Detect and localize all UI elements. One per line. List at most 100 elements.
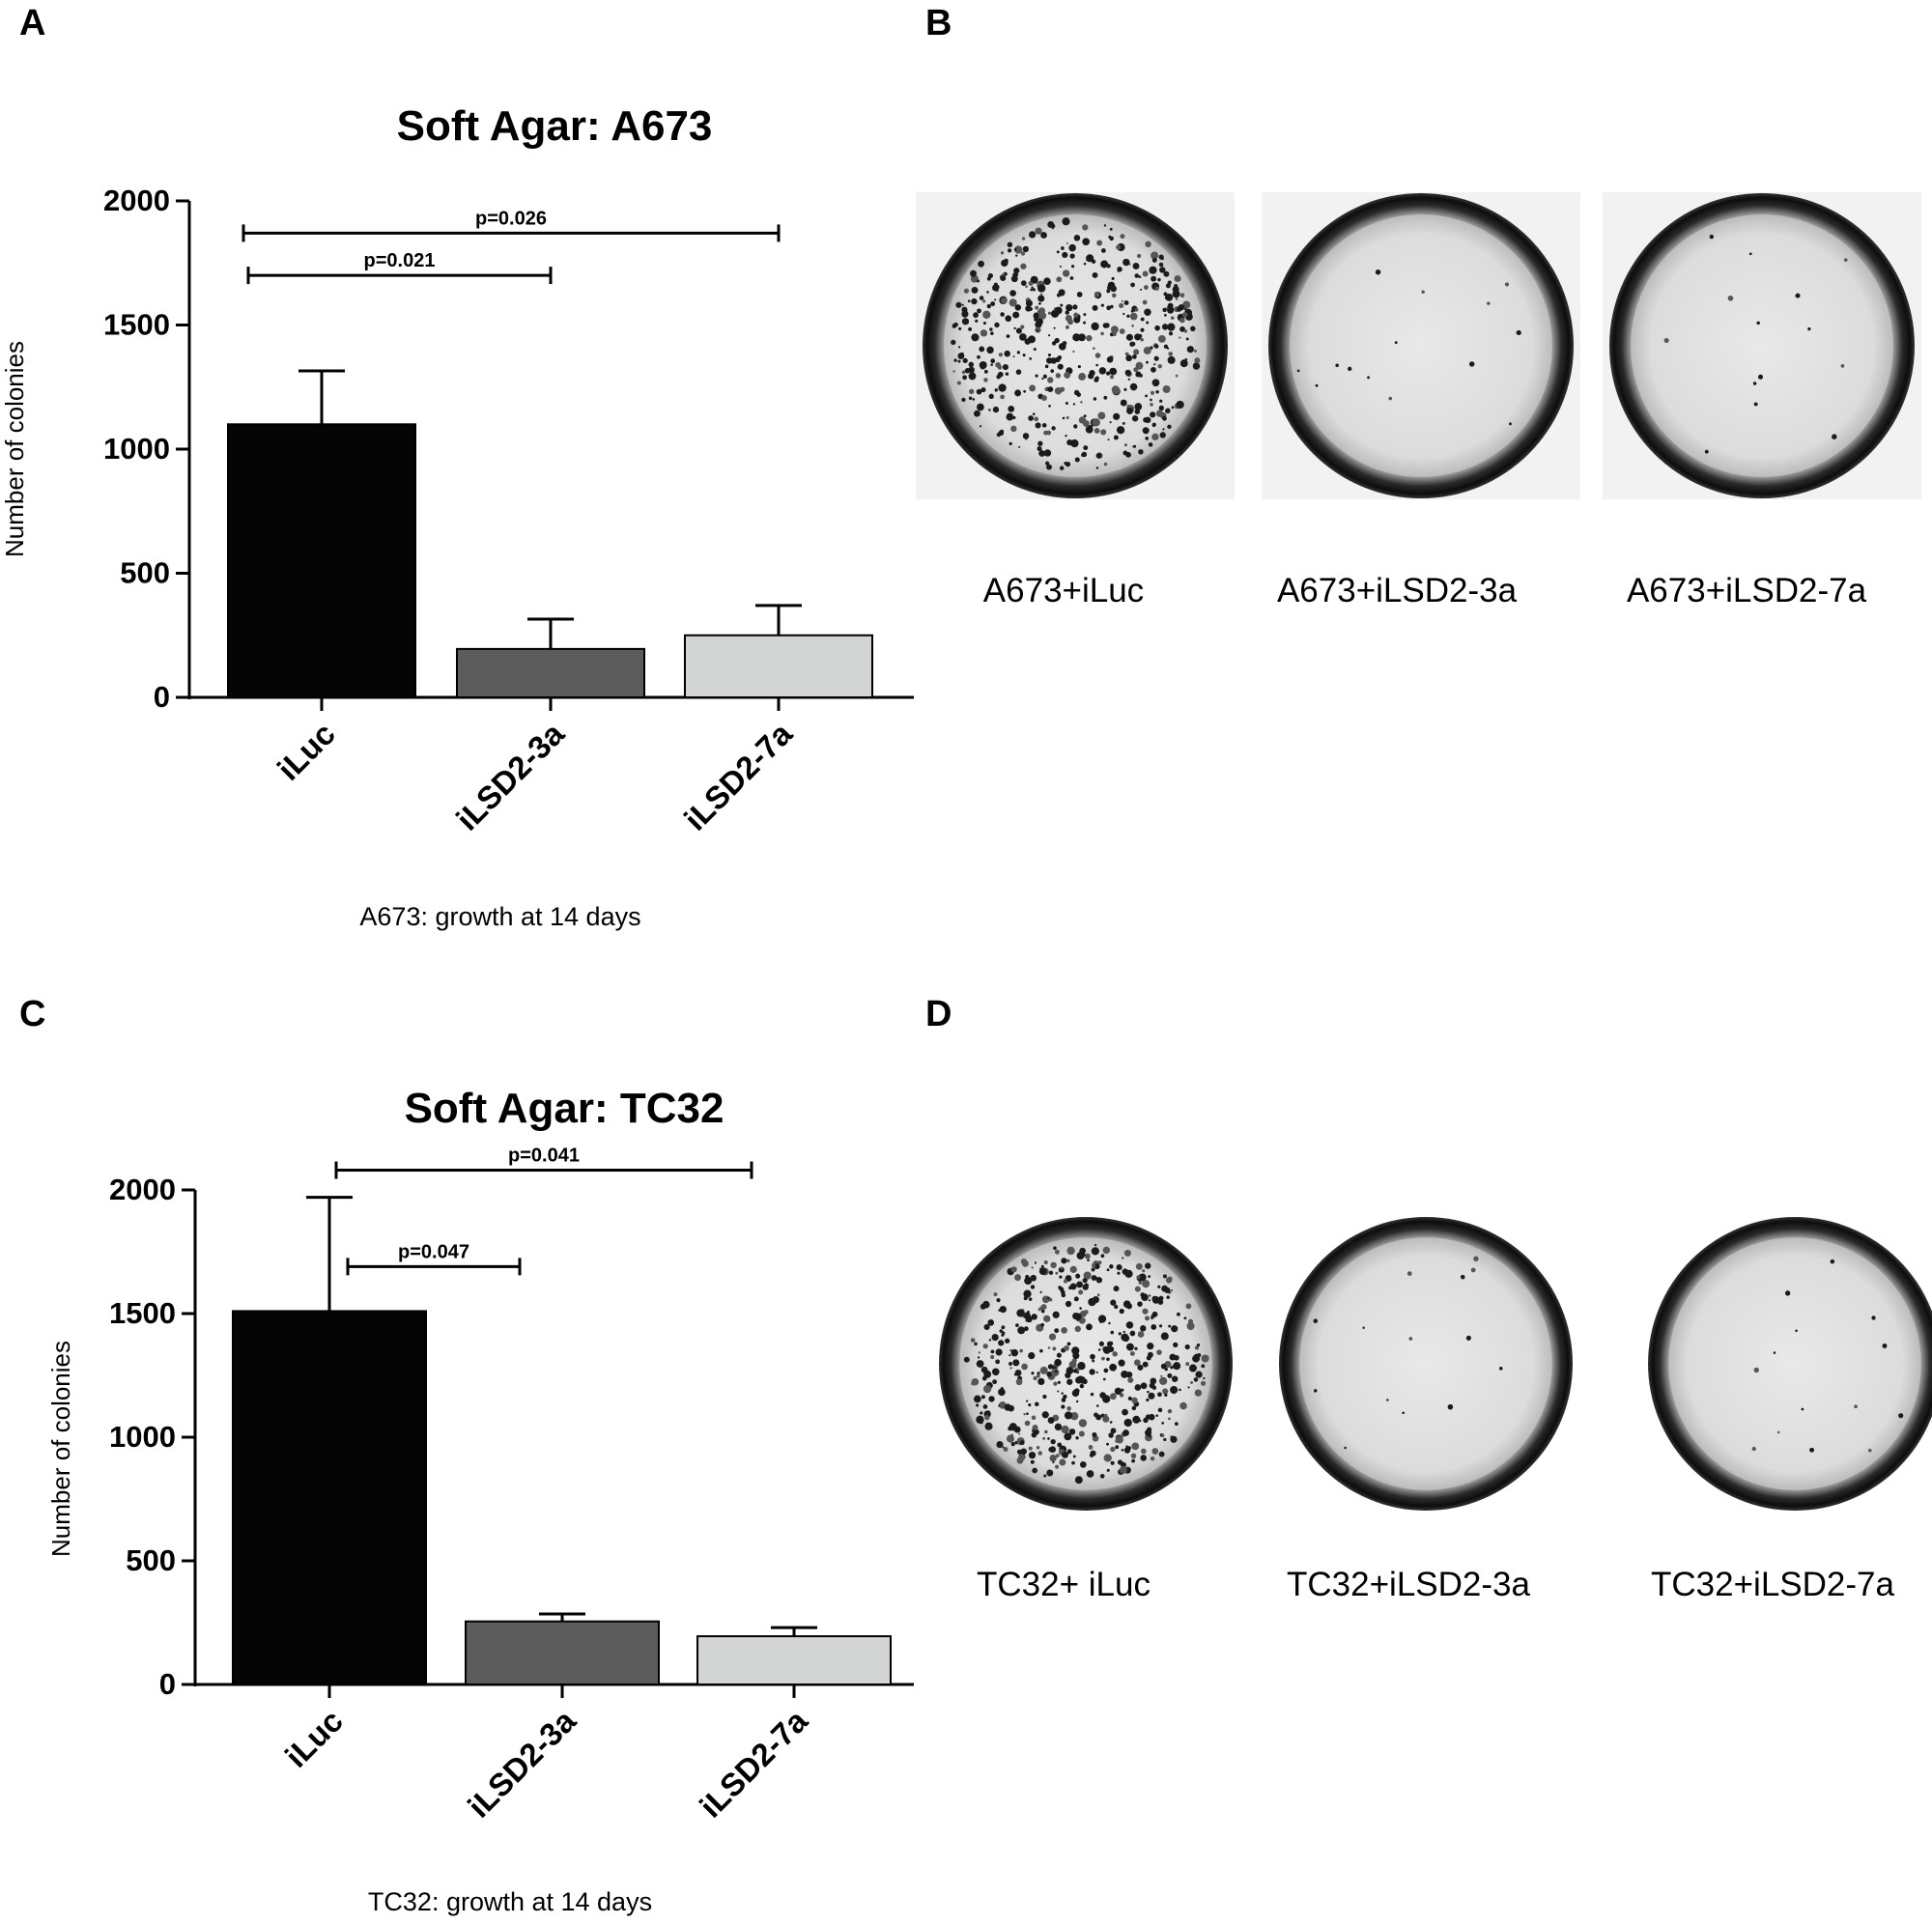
- colony: [1097, 411, 1106, 420]
- panel-letter-a: A: [19, 3, 45, 43]
- colony: [1094, 377, 1099, 382]
- colony: [1179, 325, 1185, 332]
- colony: [1053, 1381, 1058, 1386]
- colony: [1170, 1385, 1179, 1395]
- colony: [1138, 333, 1143, 339]
- colony: [1108, 1321, 1111, 1325]
- colony: [1075, 1376, 1083, 1384]
- colony: [1065, 303, 1073, 312]
- colony: [1097, 1348, 1101, 1351]
- chart-a: Soft Agar: A673 Number of colonies 0 500 1…: [0, 102, 914, 931]
- colony: [1100, 331, 1104, 336]
- colony: [952, 370, 955, 373]
- colony: [1068, 243, 1076, 252]
- colony: [1882, 1344, 1888, 1348]
- colony: [1063, 1394, 1067, 1400]
- colony: [1194, 357, 1201, 364]
- colony: [1091, 1267, 1095, 1272]
- colony: [1095, 467, 1099, 469]
- colony: [1123, 299, 1129, 305]
- colony: [956, 381, 961, 385]
- colony: [979, 361, 987, 370]
- colony: [1167, 355, 1176, 364]
- colony: [1108, 235, 1112, 239]
- colony: [1106, 1468, 1110, 1472]
- colony: [1095, 363, 1098, 367]
- colony: [1070, 439, 1079, 448]
- colony: [1709, 234, 1715, 240]
- colony: [1315, 383, 1319, 387]
- colony: [1160, 1363, 1167, 1370]
- colony: [1170, 1366, 1174, 1370]
- colony: [1035, 422, 1041, 429]
- colony: [1043, 277, 1051, 285]
- colony: [1105, 371, 1111, 376]
- colony: [1054, 1328, 1060, 1334]
- colony: [1035, 374, 1038, 378]
- colony: [1408, 1337, 1413, 1341]
- colony: [988, 393, 994, 399]
- colony: [1140, 317, 1145, 322]
- colony: [1830, 1259, 1835, 1264]
- colony: [957, 346, 961, 349]
- colony: [1164, 1393, 1168, 1397]
- colony: [1037, 1308, 1041, 1312]
- colony: [1117, 267, 1122, 272]
- colony: [1084, 1310, 1089, 1315]
- colony: [974, 1342, 978, 1346]
- colony: [1037, 440, 1043, 446]
- colony: [1144, 308, 1151, 317]
- colony: [1102, 1246, 1111, 1255]
- colony: [1083, 313, 1087, 317]
- colony: [1147, 1351, 1153, 1358]
- colony: [1028, 1446, 1033, 1451]
- colony: [1013, 268, 1020, 274]
- colony: [1008, 405, 1015, 412]
- colony: [1106, 289, 1111, 294]
- colony: [1125, 354, 1133, 362]
- colony: [1043, 1315, 1051, 1322]
- colony: [1148, 1392, 1155, 1400]
- colony: [1109, 367, 1118, 376]
- colony: [1030, 1285, 1036, 1289]
- colony: [1032, 1467, 1037, 1474]
- colony: [1034, 416, 1039, 422]
- colony: [1122, 1408, 1128, 1416]
- colony: [976, 1403, 980, 1407]
- colony: [1074, 1476, 1083, 1485]
- colony: [1160, 1374, 1163, 1377]
- colony: [1032, 412, 1036, 415]
- colony: [1134, 1286, 1141, 1292]
- colony: [979, 425, 982, 428]
- colony: [990, 358, 996, 364]
- colony: [1030, 1459, 1035, 1464]
- colony: [1097, 1315, 1107, 1323]
- colony: [1167, 323, 1176, 331]
- colony: [983, 378, 988, 382]
- colony: [1088, 1297, 1096, 1307]
- colony: [1134, 1346, 1138, 1350]
- colony: [1078, 1419, 1088, 1428]
- colony: [1076, 392, 1082, 397]
- y-tick-label: 1000: [103, 432, 170, 466]
- colony: [1149, 266, 1157, 274]
- colony: [994, 322, 1000, 328]
- colony: [1151, 379, 1160, 387]
- colony: [1163, 270, 1170, 277]
- colony: [1081, 1253, 1086, 1258]
- colony: [1102, 1377, 1106, 1381]
- colony: [1192, 1354, 1201, 1363]
- colony: [976, 388, 982, 395]
- colony: [1001, 1325, 1006, 1330]
- colony: [1075, 1436, 1079, 1440]
- colony: [1037, 295, 1045, 302]
- colony: [1139, 1420, 1142, 1423]
- colony: [1162, 384, 1171, 394]
- colony: [1000, 394, 1005, 400]
- colony: [1119, 1466, 1127, 1474]
- colony: [1014, 1274, 1022, 1282]
- colony: [1157, 277, 1161, 282]
- colony: [1073, 312, 1079, 318]
- colony: [1034, 317, 1038, 322]
- colony: [1141, 1293, 1149, 1302]
